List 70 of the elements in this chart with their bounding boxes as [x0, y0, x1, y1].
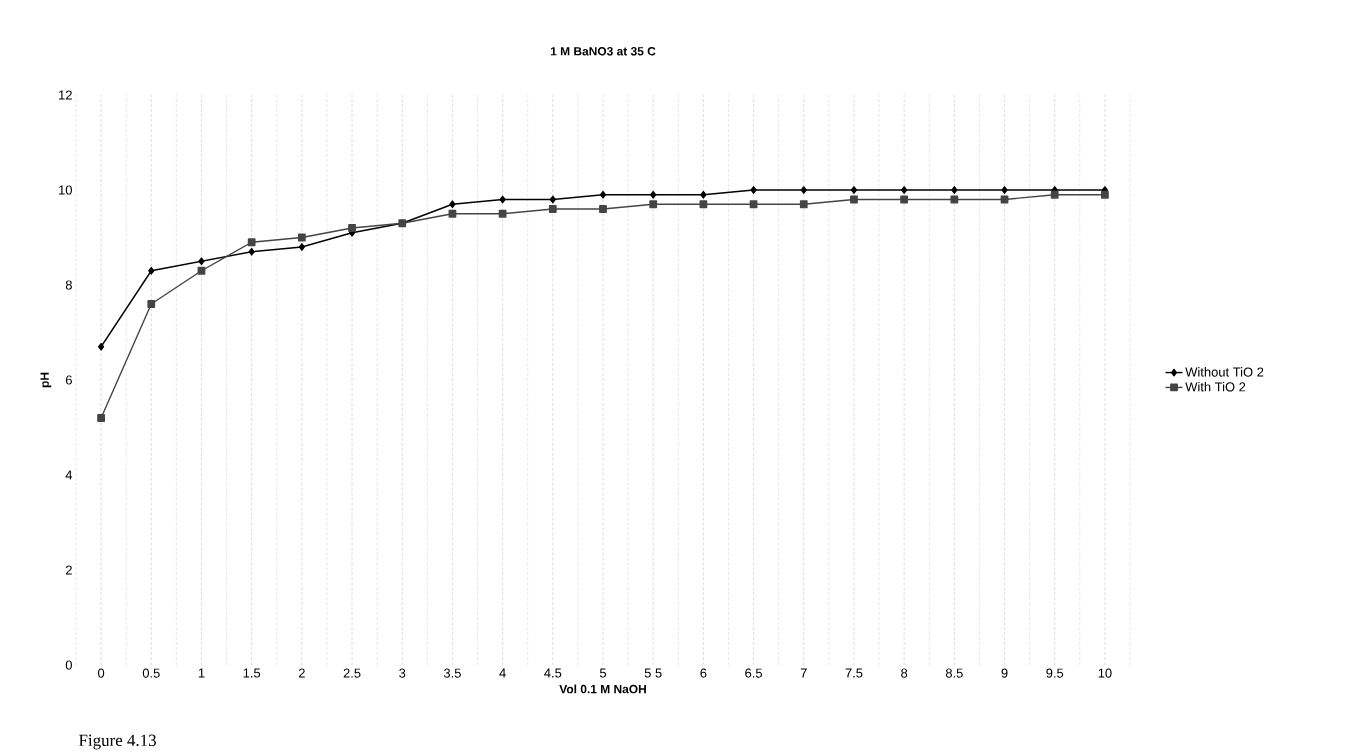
x-tick-label: 4 [499, 668, 506, 678]
point [548, 205, 557, 213]
y-tick-label: 0 [65, 660, 72, 670]
x-tick-label: 10 [1098, 668, 1112, 678]
point [950, 195, 959, 204]
point [148, 266, 155, 275]
x-tick-label: 9 [1001, 668, 1008, 678]
point [900, 195, 909, 204]
x-tick-label: 0 [97, 668, 105, 678]
y-tick-label: 6 [65, 375, 72, 385]
point [247, 238, 256, 247]
x-tick-label: 7.5 [845, 668, 863, 678]
x-tick-label: 5 5 [644, 668, 662, 678]
point [1050, 190, 1059, 199]
point [549, 195, 556, 204]
x-tick-label: 8 [901, 668, 908, 678]
point [850, 195, 858, 204]
y-axis-title: pH [40, 372, 52, 388]
x-tick-label: 3 [399, 668, 406, 678]
point [498, 209, 507, 218]
x-tick-label: 5 [599, 668, 607, 678]
point [951, 186, 958, 194]
point [248, 247, 255, 256]
chart-title: 1 M BaNO3 at 35 C [550, 47, 656, 56]
y-tick-label: 2 [65, 565, 72, 575]
point [599, 190, 607, 199]
x-tick-label: 6.5 [745, 668, 763, 678]
point [599, 205, 607, 213]
x-tick-label: 9.5 [1046, 668, 1064, 678]
point [147, 300, 156, 308]
x-tick-label: 7 [800, 668, 807, 678]
point [198, 257, 205, 266]
point [448, 209, 457, 218]
x-tick-label: 8.5 [945, 668, 963, 678]
x-tick-label: 1.5 [243, 668, 261, 678]
y-tick-label: 12 [59, 90, 72, 100]
legend-label: Without TiO 2 [1185, 367, 1264, 377]
point [98, 342, 105, 351]
point [97, 414, 105, 422]
point [298, 243, 305, 251]
point [649, 200, 658, 209]
point [348, 224, 356, 232]
point [1001, 186, 1008, 194]
legend-label: With TiO 2 [1185, 381, 1246, 392]
x-tick-label: 0.5 [142, 668, 160, 678]
point [799, 200, 808, 209]
point [499, 195, 506, 204]
x-axis-title: Vol 0.1 M NaOH [559, 684, 646, 694]
point [650, 190, 657, 199]
point [901, 186, 908, 194]
x-tick-label: 4.5 [544, 668, 562, 678]
y-tick-label: 8 [65, 280, 72, 290]
point [850, 186, 858, 194]
x-tick-label: 6 [700, 668, 707, 678]
x-tick-label: 1 [198, 668, 205, 678]
point [800, 186, 807, 194]
point [297, 233, 306, 242]
x-tick-label: 3.5 [443, 668, 461, 678]
y-tick-label: 10 [59, 185, 72, 195]
point [749, 200, 758, 209]
point [449, 200, 456, 209]
point [1101, 190, 1109, 199]
caption: Figure 4.13 [79, 734, 156, 750]
y-tick-label: 4 [65, 470, 73, 480]
point [700, 190, 707, 199]
point [197, 266, 206, 275]
point [750, 186, 757, 194]
point [699, 200, 708, 209]
x-tick-label: 2.5 [343, 668, 361, 678]
x-tick-label: 2 [298, 668, 305, 678]
